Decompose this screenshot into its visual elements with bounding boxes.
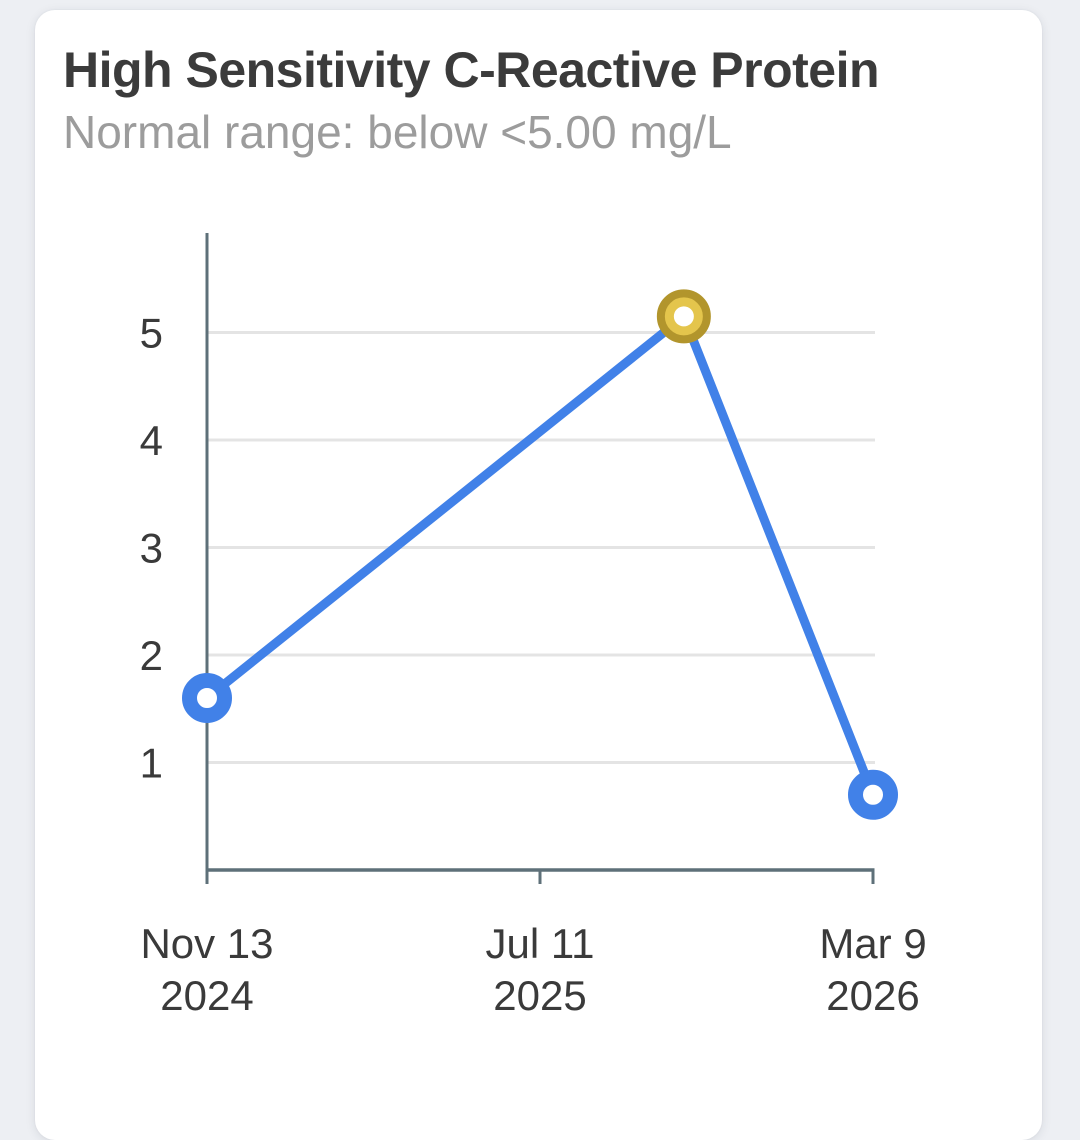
- y-tick-label: 3: [140, 525, 163, 572]
- data-point[interactable]: [848, 769, 898, 820]
- trend-line: [202, 311, 878, 800]
- data-point-hole: [673, 306, 694, 327]
- result-card: [35, 10, 1042, 1140]
- page-title: High Sensitivity C-Reactive Protein: [63, 42, 880, 98]
- x-tick-label-date: Jul 11: [486, 920, 595, 967]
- x-tick-label-year: 2025: [493, 972, 586, 1019]
- x-tick-label-year: 2026: [826, 972, 919, 1019]
- x-tick-label-date: Nov 13: [140, 920, 273, 967]
- x-tick-label-date: Mar 9: [819, 920, 926, 967]
- y-tick-label: 5: [140, 310, 163, 357]
- trend-chart-svg: 1 2 3 4 5 Nov 13 2024 Jul 11 2025 Mar 9 2026: [140, 233, 927, 1019]
- x-tick-label-year: 2024: [160, 972, 253, 1019]
- y-tick-label: 2: [140, 632, 163, 679]
- y-tick-label: 1: [140, 740, 163, 787]
- y-tick-label: 4: [140, 417, 163, 464]
- normal-range-label: Normal range: below <5.00 mg/L: [63, 106, 732, 158]
- data-point[interactable]: [182, 673, 232, 723]
